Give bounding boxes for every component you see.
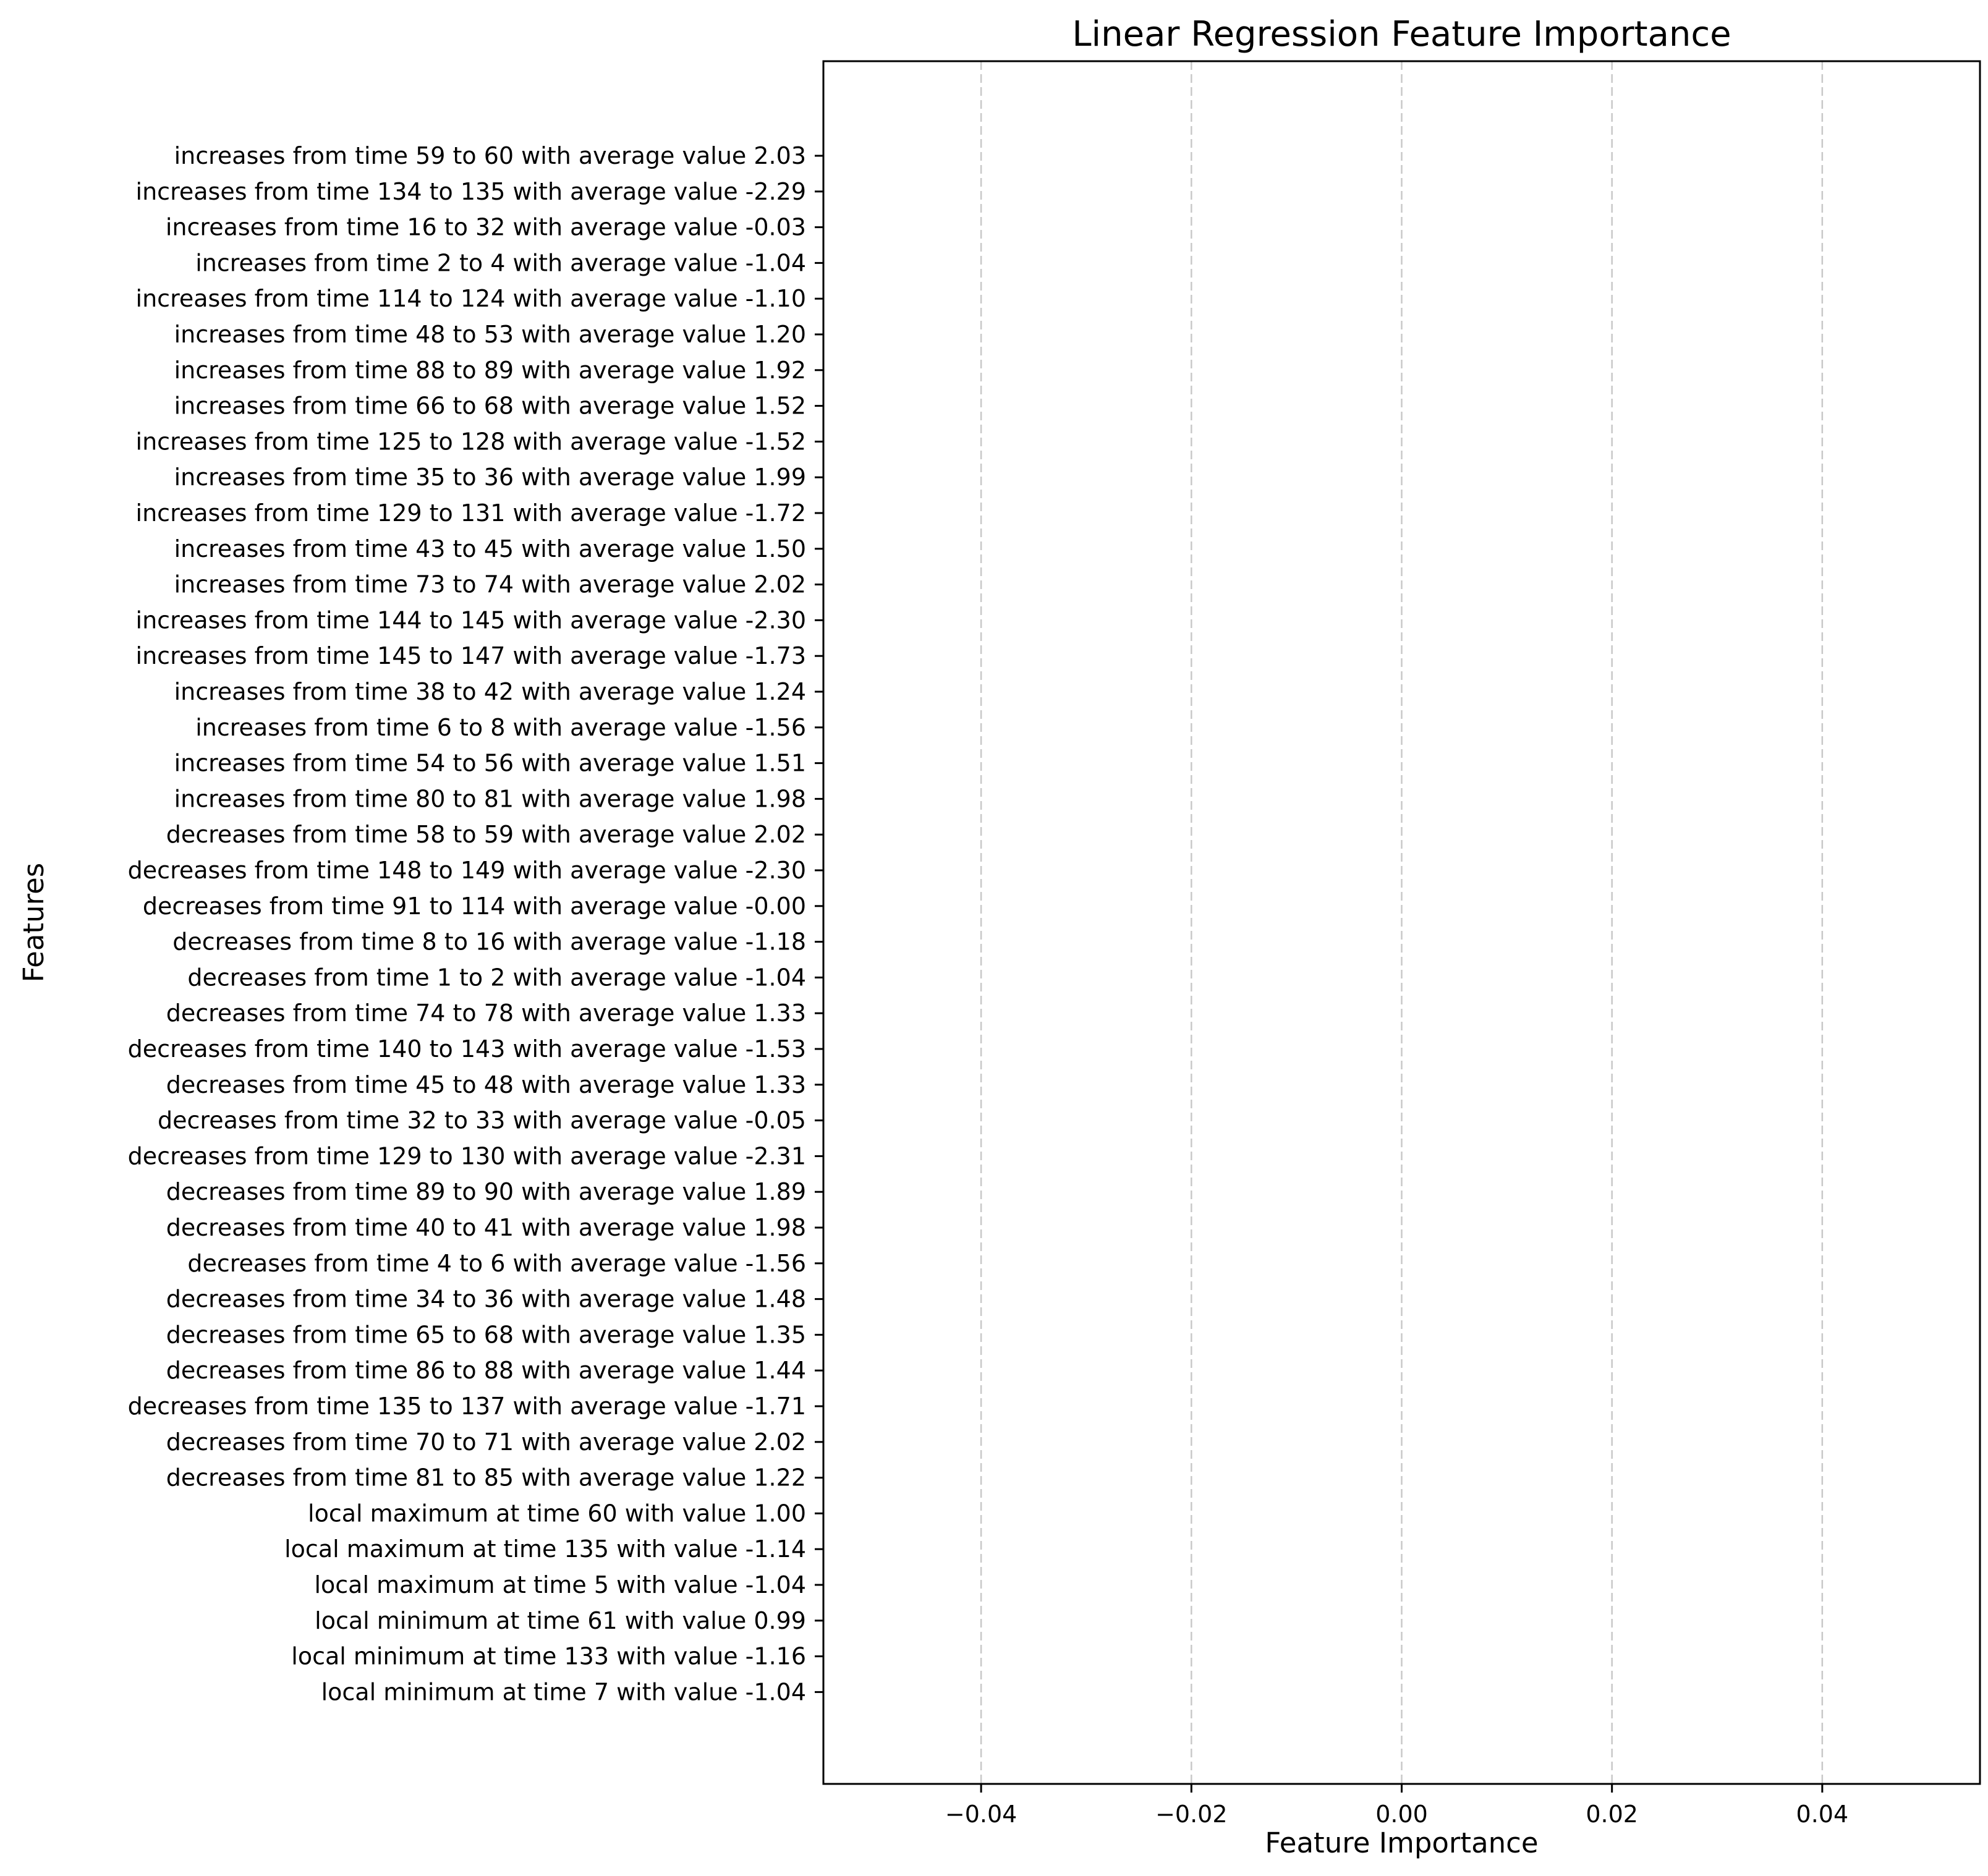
y-tick-label: increases from time 145 to 147 with aver… <box>136 642 806 669</box>
y-tick-label: increases from time 2 to 4 with average … <box>195 249 806 276</box>
y-tick-label: increases from time 88 to 89 with averag… <box>174 357 806 384</box>
x-tick-label: 0.00 <box>1375 1801 1428 1828</box>
y-tick-label: increases from time 73 to 74 with averag… <box>174 571 806 598</box>
y-tick-label: decreases from time 45 to 48 with averag… <box>166 1071 806 1098</box>
y-tick-label: decreases from time 65 to 68 with averag… <box>166 1321 806 1348</box>
y-tick-label: decreases from time 34 to 36 with averag… <box>166 1286 806 1313</box>
y-tick-label: increases from time 144 to 145 with aver… <box>136 606 806 634</box>
y-tick-label: decreases from time 70 to 71 with averag… <box>166 1428 806 1456</box>
y-tick-label: decreases from time 1 to 2 with average … <box>187 964 806 991</box>
y-tick-label: local minimum at time 133 with value -1.… <box>291 1643 806 1670</box>
y-tick-label: decreases from time 40 to 41 with averag… <box>166 1214 806 1241</box>
y-tick-label: decreases from time 135 to 137 with aver… <box>128 1393 806 1420</box>
y-tick-label: local maximum at time 5 with value -1.04 <box>314 1571 806 1598</box>
y-tick-label: decreases from time 89 to 90 with averag… <box>166 1178 806 1205</box>
y-tick-label: decreases from time 140 to 143 with aver… <box>128 1035 806 1063</box>
y-tick-label: decreases from time 81 to 85 with averag… <box>166 1464 806 1492</box>
y-tick-label: increases from time 38 to 42 with averag… <box>174 678 806 705</box>
y-axis-ticks: increases from time 59 to 60 with averag… <box>128 142 823 1705</box>
y-tick-label: increases from time 54 to 56 with averag… <box>174 750 806 777</box>
y-tick-label: increases from time 125 to 128 with aver… <box>136 428 806 455</box>
y-tick-label: local maximum at time 60 with value 1.00 <box>308 1500 806 1527</box>
x-gridlines <box>980 61 1824 1784</box>
y-tick-label: decreases from time 74 to 78 with averag… <box>166 1000 806 1027</box>
y-tick-label: decreases from time 4 to 6 with average … <box>187 1250 806 1277</box>
y-tick-label: decreases from time 86 to 88 with averag… <box>166 1357 806 1384</box>
y-tick-label: local maximum at time 135 with value -1.… <box>284 1535 806 1563</box>
y-tick-label: increases from time 80 to 81 with averag… <box>174 785 806 812</box>
y-tick-label: increases from time 59 to 60 with averag… <box>174 142 806 169</box>
x-tick-label: −0.02 <box>1155 1801 1227 1828</box>
x-axis-ticks: −0.04 −0.02 0.00 0.02 0.04 <box>945 1784 1848 1828</box>
x-tick-label: −0.04 <box>945 1801 1017 1828</box>
y-tick-label: decreases from time 32 to 33 with averag… <box>158 1107 806 1134</box>
x-axis-label: Feature Importance <box>1265 1827 1538 1859</box>
y-tick-label: increases from time 48 to 53 with averag… <box>174 321 806 348</box>
y-tick-label: decreases from time 148 to 149 with aver… <box>128 857 806 884</box>
y-axis-label: Features <box>17 863 50 983</box>
y-tick-label: increases from time 16 to 32 with averag… <box>166 214 806 241</box>
y-tick-label: decreases from time 58 to 59 with averag… <box>166 821 806 848</box>
chart-title: Linear Regression Feature Importance <box>1072 14 1731 54</box>
y-tick-label: increases from time 134 to 135 with aver… <box>136 178 806 205</box>
y-tick-label: decreases from time 8 to 16 with average… <box>172 928 806 956</box>
x-tick-label: 0.04 <box>1796 1801 1849 1828</box>
y-tick-label: local minimum at time 61 with value 0.99 <box>315 1607 806 1634</box>
y-tick-label: increases from time 6 to 8 with average … <box>195 714 806 741</box>
y-tick-label: increases from time 66 to 68 with averag… <box>174 393 806 420</box>
y-tick-label: increases from time 43 to 45 with averag… <box>174 535 806 562</box>
y-tick-label: decreases from time 129 to 130 with aver… <box>128 1142 806 1169</box>
y-tick-label: decreases from time 91 to 114 with avera… <box>143 893 806 920</box>
y-tick-label: increases from time 129 to 131 with aver… <box>136 499 806 527</box>
y-tick-label: local minimum at time 7 with value -1.04 <box>321 1678 806 1705</box>
x-tick-label: 0.02 <box>1586 1801 1638 1828</box>
y-tick-label: increases from time 114 to 124 with aver… <box>136 285 806 312</box>
y-tick-label: increases from time 35 to 36 with averag… <box>174 464 806 491</box>
